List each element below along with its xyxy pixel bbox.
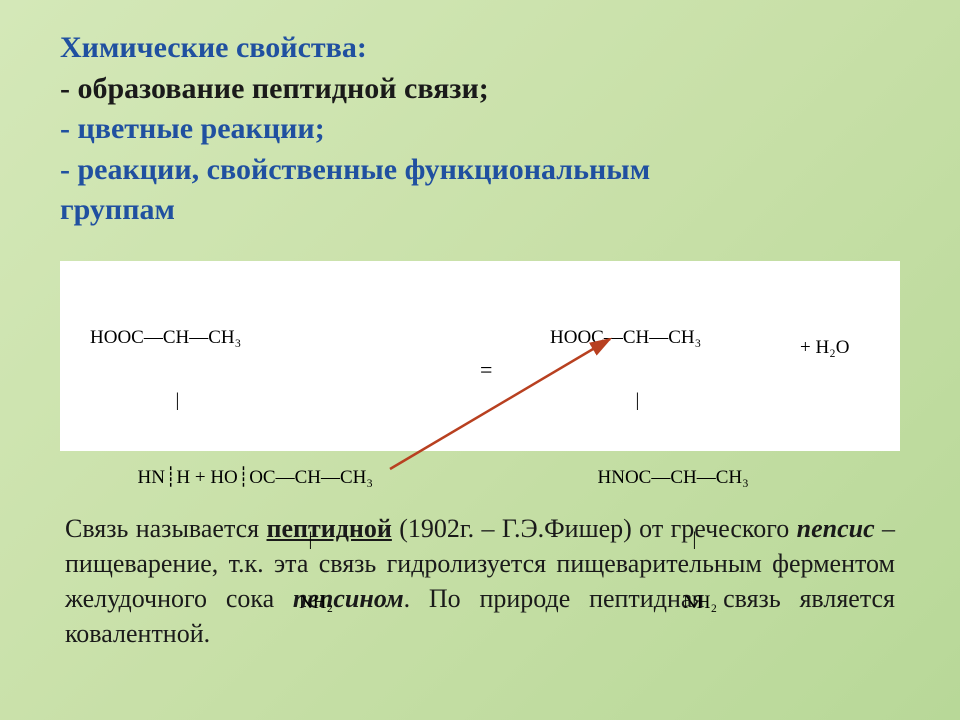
formula-line: |: [550, 391, 749, 412]
bullet-text: - реакции, свойственные функциональным: [60, 153, 650, 186]
bullet-text: - образование пептидной связи;: [60, 72, 489, 105]
formula-line: NH₂: [550, 593, 749, 614]
formula-line: HNOC—CH—CH₃: [550, 468, 749, 489]
formula-line: |: [90, 391, 373, 412]
formula-line: HN┊H + HO┊OC—CH—CH₃: [90, 468, 373, 489]
formula-line: HOOC—CH—CH₃: [90, 328, 373, 349]
bullet-text: - цветные реакции;: [60, 112, 325, 145]
equals-sign: =: [480, 357, 492, 383]
formula-line: |: [90, 530, 373, 551]
reactant-molecule: HOOC—CH—CH₃ | HN┊H + HO┊OC—CH—CH₃ | NH₂: [90, 287, 373, 656]
bullet-text: группам: [60, 193, 175, 226]
formula-line: NH₂: [90, 593, 373, 614]
title-line-4b: группам: [60, 190, 900, 231]
formula-line: |: [550, 530, 749, 551]
title-line-2: - образование пептидной связи;: [60, 69, 900, 110]
heading: Химические свойства: - образование пепти…: [60, 28, 900, 231]
formula-line: HOOC—CH—CH₃: [550, 328, 749, 349]
chemical-reaction-diagram: HOOC—CH—CH₃ | HN┊H + HO┊OC—CH—CH₃ | NH₂: [60, 261, 900, 451]
title-line-1: Химические свойства:: [60, 28, 900, 69]
footer-term-pepsis: пепсис: [797, 514, 875, 543]
title-line-3: - цветные реакции;: [60, 109, 900, 150]
title-line-4a: - реакции, свойственные функциональным: [60, 150, 900, 191]
plus-water: + H₂O: [800, 337, 850, 359]
reaction-row: HOOC—CH—CH₃ | HN┊H + HO┊OC—CH—CH₃ | NH₂: [80, 279, 880, 437]
slide-container: Химические свойства: - образование пепти…: [0, 0, 960, 681]
title-text: Химические свойства:: [60, 31, 367, 64]
product-molecule: HOOC—CH—CH₃ | HNOC—CH—CH₃ | NH₂: [550, 287, 749, 656]
